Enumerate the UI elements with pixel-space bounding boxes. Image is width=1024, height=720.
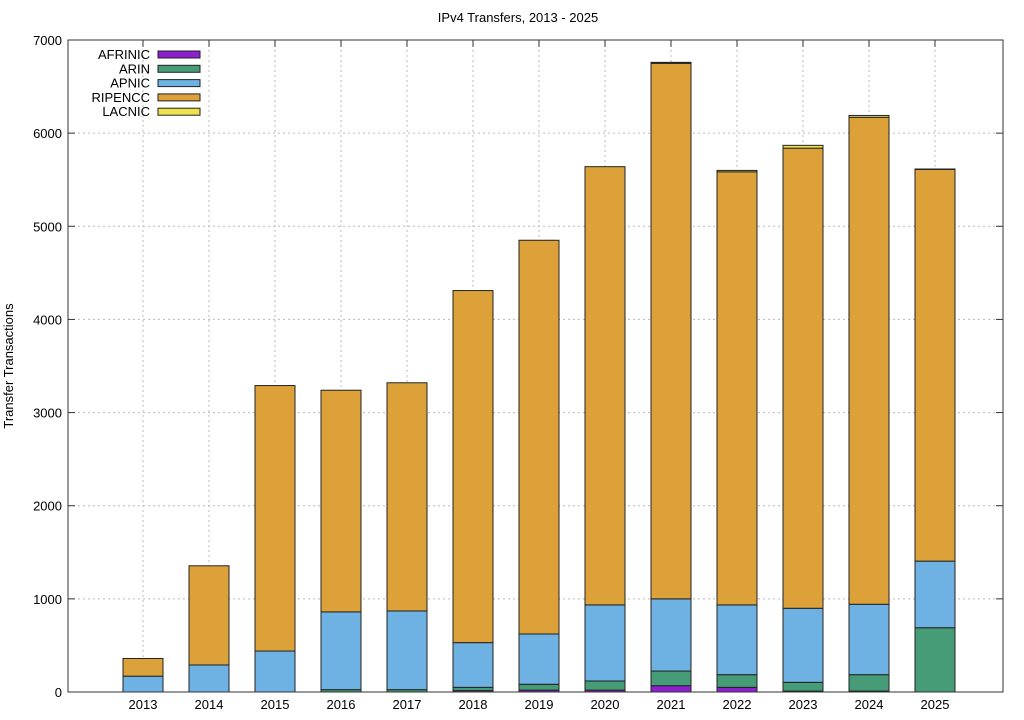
bar-apnic-2021 — [651, 599, 691, 671]
bar-apnic-2017 — [387, 611, 427, 690]
x-tick-label: 2025 — [921, 697, 950, 712]
bar-apnic-2016 — [321, 612, 361, 690]
bar-ripencc-2022 — [717, 172, 757, 605]
chart-title: IPv4 Transfers, 2013 - 2025 — [438, 10, 598, 25]
bar-arin-2023 — [783, 682, 823, 691]
x-tick-label: 2015 — [261, 697, 290, 712]
bar-ripencc-2015 — [255, 386, 295, 651]
y-tick-label: 4000 — [33, 312, 62, 327]
bar-apnic-2024 — [849, 604, 889, 674]
bar-ripencc-2018 — [453, 291, 493, 643]
bar-afrinic-2022 — [717, 687, 757, 692]
x-tick-label: 2024 — [855, 697, 884, 712]
x-tick-label: 2018 — [459, 697, 488, 712]
y-tick-label: 2000 — [33, 499, 62, 514]
y-tick-label: 0 — [55, 685, 62, 700]
legend-swatch-ripencc — [158, 94, 200, 101]
bar-ripencc-2017 — [387, 383, 427, 611]
y-tick-label: 7000 — [33, 33, 62, 48]
bar-apnic-2022 — [717, 605, 757, 675]
y-tick-label: 3000 — [33, 406, 62, 421]
bar-ripencc-2023 — [783, 148, 823, 608]
bar-apnic-2019 — [519, 634, 559, 684]
bar-arin-2025 — [915, 628, 955, 692]
legend-swatch-arin — [158, 65, 200, 72]
y-axis-label: Transfer Transactions — [1, 303, 16, 429]
bar-lacnic-2022 — [717, 170, 757, 171]
bar-ripencc-2013 — [123, 658, 163, 676]
bar-ripencc-2024 — [849, 117, 889, 604]
legend-swatch-apnic — [158, 80, 200, 87]
bar-apnic-2020 — [585, 605, 625, 681]
legend-swatch-lacnic — [158, 108, 200, 115]
bar-ripencc-2025 — [915, 169, 955, 561]
legend-label: RIPENCC — [91, 90, 150, 105]
bar-ripencc-2021 — [651, 63, 691, 599]
x-tick-label: 2020 — [591, 697, 620, 712]
x-tick-label: 2019 — [525, 697, 554, 712]
bar-arin-2022 — [717, 675, 757, 688]
bar-apnic-2014 — [189, 665, 229, 692]
bar-arin-2024 — [849, 675, 889, 691]
y-tick-label: 1000 — [33, 592, 62, 607]
bar-apnic-2018 — [453, 643, 493, 688]
legend-label: AFRINIC — [98, 47, 150, 62]
x-tick-label: 2021 — [657, 697, 686, 712]
bar-ripencc-2016 — [321, 390, 361, 612]
bar-arin-2021 — [651, 671, 691, 686]
bar-ripencc-2020 — [585, 167, 625, 605]
x-tick-label: 2023 — [789, 697, 818, 712]
bar-apnic-2015 — [255, 651, 295, 692]
legend-label: ARIN — [119, 61, 150, 76]
legend-label: APNIC — [110, 76, 150, 91]
x-tick-label: 2013 — [129, 697, 158, 712]
x-tick-label: 2017 — [393, 697, 422, 712]
bar-arin-2020 — [585, 681, 625, 690]
x-tick-label: 2014 — [195, 697, 224, 712]
x-tick-label: 2022 — [723, 697, 752, 712]
y-tick-label: 5000 — [33, 219, 62, 234]
bar-lacnic-2024 — [849, 115, 889, 117]
bar-ripencc-2019 — [519, 240, 559, 634]
bar-arin-2019 — [519, 684, 559, 690]
bar-lacnic-2023 — [783, 145, 823, 148]
legend-swatch-afrinic — [158, 51, 200, 58]
bar-apnic-2025 — [915, 561, 955, 628]
y-tick-label: 6000 — [33, 126, 62, 141]
x-tick-label: 2016 — [327, 697, 356, 712]
bar-lacnic-2021 — [651, 62, 691, 63]
bar-apnic-2023 — [783, 608, 823, 682]
legend-label: LACNIC — [102, 104, 150, 119]
bar-apnic-2013 — [123, 676, 163, 692]
bar-afrinic-2021 — [651, 686, 691, 692]
bar-ripencc-2014 — [189, 566, 229, 665]
